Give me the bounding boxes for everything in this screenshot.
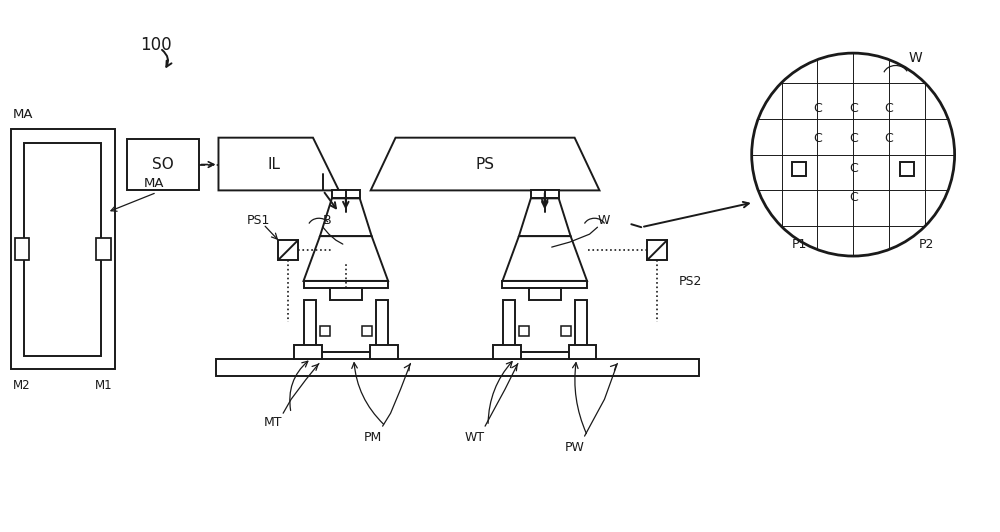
Bar — [503, 352, 587, 362]
Bar — [24, 143, 101, 355]
Text: P2: P2 — [919, 238, 934, 251]
Text: B: B — [323, 214, 332, 227]
Text: WT: WT — [465, 431, 485, 444]
Text: C: C — [849, 162, 858, 176]
Bar — [11, 129, 115, 369]
Text: C: C — [849, 191, 858, 204]
Text: MA: MA — [13, 108, 33, 121]
Bar — [216, 359, 699, 377]
Text: MA: MA — [144, 177, 164, 190]
Polygon shape — [371, 138, 599, 190]
Bar — [900, 162, 914, 176]
Bar — [332, 190, 360, 198]
Text: PM: PM — [364, 431, 382, 444]
Text: PS1: PS1 — [246, 214, 270, 227]
Text: C: C — [813, 102, 822, 114]
Text: W: W — [909, 51, 923, 65]
Bar — [304, 281, 388, 288]
Text: C: C — [849, 102, 858, 114]
Bar — [294, 345, 322, 359]
Polygon shape — [304, 236, 388, 281]
Bar — [376, 300, 388, 362]
Bar — [370, 345, 398, 359]
Bar — [15, 238, 29, 260]
Bar — [792, 162, 806, 176]
Bar — [362, 326, 372, 336]
Bar — [569, 345, 596, 359]
Bar — [304, 352, 388, 362]
Text: M2: M2 — [13, 379, 31, 393]
Bar — [502, 281, 587, 288]
Bar — [278, 240, 298, 260]
Bar — [127, 139, 199, 190]
Bar — [96, 238, 111, 260]
Text: PS: PS — [476, 156, 495, 171]
Bar — [330, 288, 362, 300]
Bar — [531, 190, 559, 198]
Text: 100: 100 — [140, 36, 172, 54]
Text: MT: MT — [264, 416, 282, 429]
Bar — [561, 326, 571, 336]
Text: C: C — [885, 102, 893, 114]
Bar — [320, 326, 330, 336]
Text: IL: IL — [267, 156, 280, 171]
Polygon shape — [502, 236, 587, 281]
Bar — [493, 345, 521, 359]
Polygon shape — [218, 138, 339, 190]
Bar — [647, 240, 667, 260]
Polygon shape — [519, 198, 571, 236]
Bar — [519, 326, 529, 336]
Text: PS2: PS2 — [679, 276, 702, 288]
Text: C: C — [849, 132, 858, 145]
Text: W: W — [597, 214, 610, 227]
Text: SO: SO — [152, 157, 174, 172]
Text: M1: M1 — [95, 379, 112, 393]
Polygon shape — [320, 198, 372, 236]
Text: C: C — [885, 132, 893, 145]
Bar — [503, 300, 515, 362]
Text: P1: P1 — [792, 238, 807, 251]
Text: C: C — [813, 132, 822, 145]
Bar — [575, 300, 587, 362]
Text: PW: PW — [565, 441, 585, 454]
Bar — [304, 300, 316, 362]
Circle shape — [752, 53, 955, 256]
Bar — [529, 288, 561, 300]
